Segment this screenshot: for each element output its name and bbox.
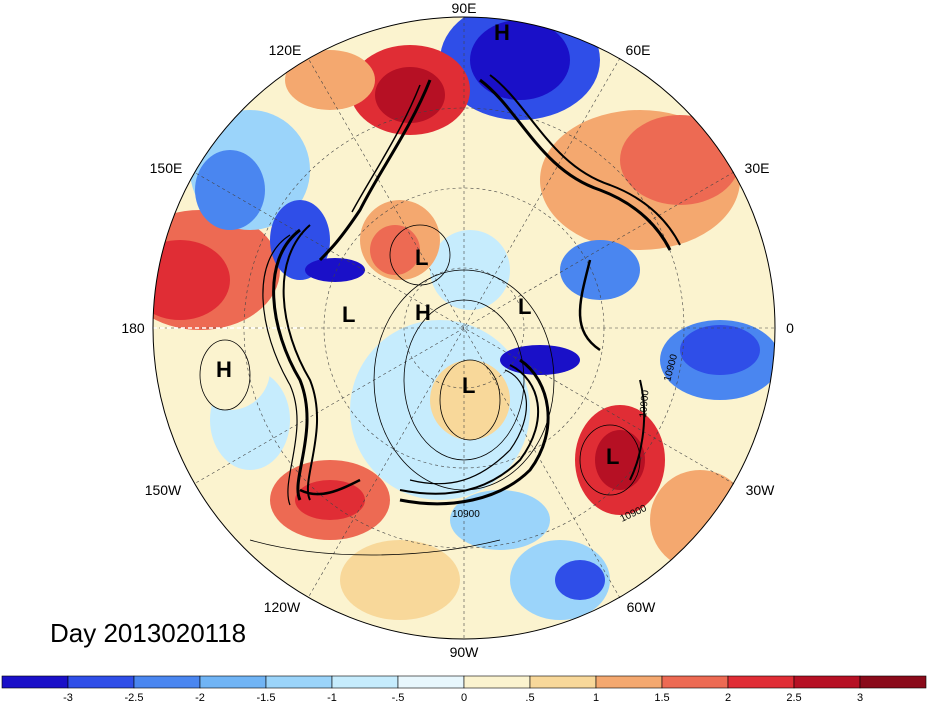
colorbar-box (530, 676, 596, 688)
lon-label-30w: 30W (746, 482, 776, 498)
low-center-southeast: L (606, 444, 619, 469)
colorbar-tick-label: -1 (327, 692, 337, 702)
colorbar-tick-label: .5 (525, 692, 534, 702)
colorbar-tick-label: 1.5 (654, 692, 669, 702)
colorbar-box (464, 676, 530, 688)
colorbar-box (596, 676, 662, 688)
colorbar-tick-label: -2 (195, 692, 205, 702)
low-center-right: L (518, 294, 531, 319)
date-title: Day 2013020118 (50, 618, 246, 649)
lon-label-30e: 30E (745, 160, 770, 176)
colorbar-box (728, 676, 794, 688)
colorbar-box (200, 676, 266, 688)
high-center-west: H (216, 357, 232, 382)
colorbar-tick-label: -1.5 (257, 692, 276, 702)
colorbar-tick-label: 3 (857, 692, 863, 702)
lon-label-90w: 90W (450, 644, 480, 660)
colorbar-tick-label: -.5 (392, 692, 405, 702)
low-center-left: L (342, 302, 355, 327)
colorbar-box (662, 676, 728, 688)
colorbar-ticks: -3 -2.5 -2 -1.5 -1 -.5 0 .5 1 1.5 2 2.5 3 (63, 692, 863, 702)
colorbar-tick-label: -2.5 (125, 692, 144, 702)
lon-label-180: 180 (121, 320, 145, 336)
colorbar-box (398, 676, 464, 688)
lon-label-120e: 120E (269, 42, 302, 58)
lon-label-150w: 150W (145, 482, 182, 498)
colorbar-box (134, 676, 200, 688)
colorbar-tick-label: 1 (593, 692, 599, 702)
colorbar-tick-label: 2.5 (786, 692, 801, 702)
polar-stereographic-map: 10900 10900 10900 10900 H L L H L H L L … (0, 0, 928, 702)
high-center-mid: H (415, 300, 431, 325)
colorbar-boxes (2, 676, 926, 688)
low-center-canada: L (462, 373, 475, 398)
colorbar-box (2, 676, 68, 688)
lon-label-90e: 90E (452, 0, 477, 16)
colorbar-tick-label: 0 (461, 692, 467, 702)
lon-label-60e: 60E (626, 42, 651, 58)
low-center-upper: L (415, 245, 428, 270)
lon-label-120w: 120W (264, 599, 301, 615)
lon-label-150e: 150E (150, 160, 183, 176)
contour-label: 10900 (452, 509, 480, 520)
colorbar-box (860, 676, 926, 688)
colorbar-box (266, 676, 332, 688)
colorbar-box (794, 676, 860, 688)
high-center-north: H (494, 20, 510, 45)
colorbar-tick-label: -3 (63, 692, 73, 702)
colorbar: -3 -2.5 -2 -1.5 -1 -.5 0 .5 1 1.5 2 2.5 3 (0, 675, 928, 702)
colorbar-box (332, 676, 398, 688)
lon-label-0: 0 (786, 320, 794, 336)
colorbar-box (68, 676, 134, 688)
lon-label-60w: 60W (627, 599, 657, 615)
colorbar-tick-label: 2 (725, 692, 731, 702)
